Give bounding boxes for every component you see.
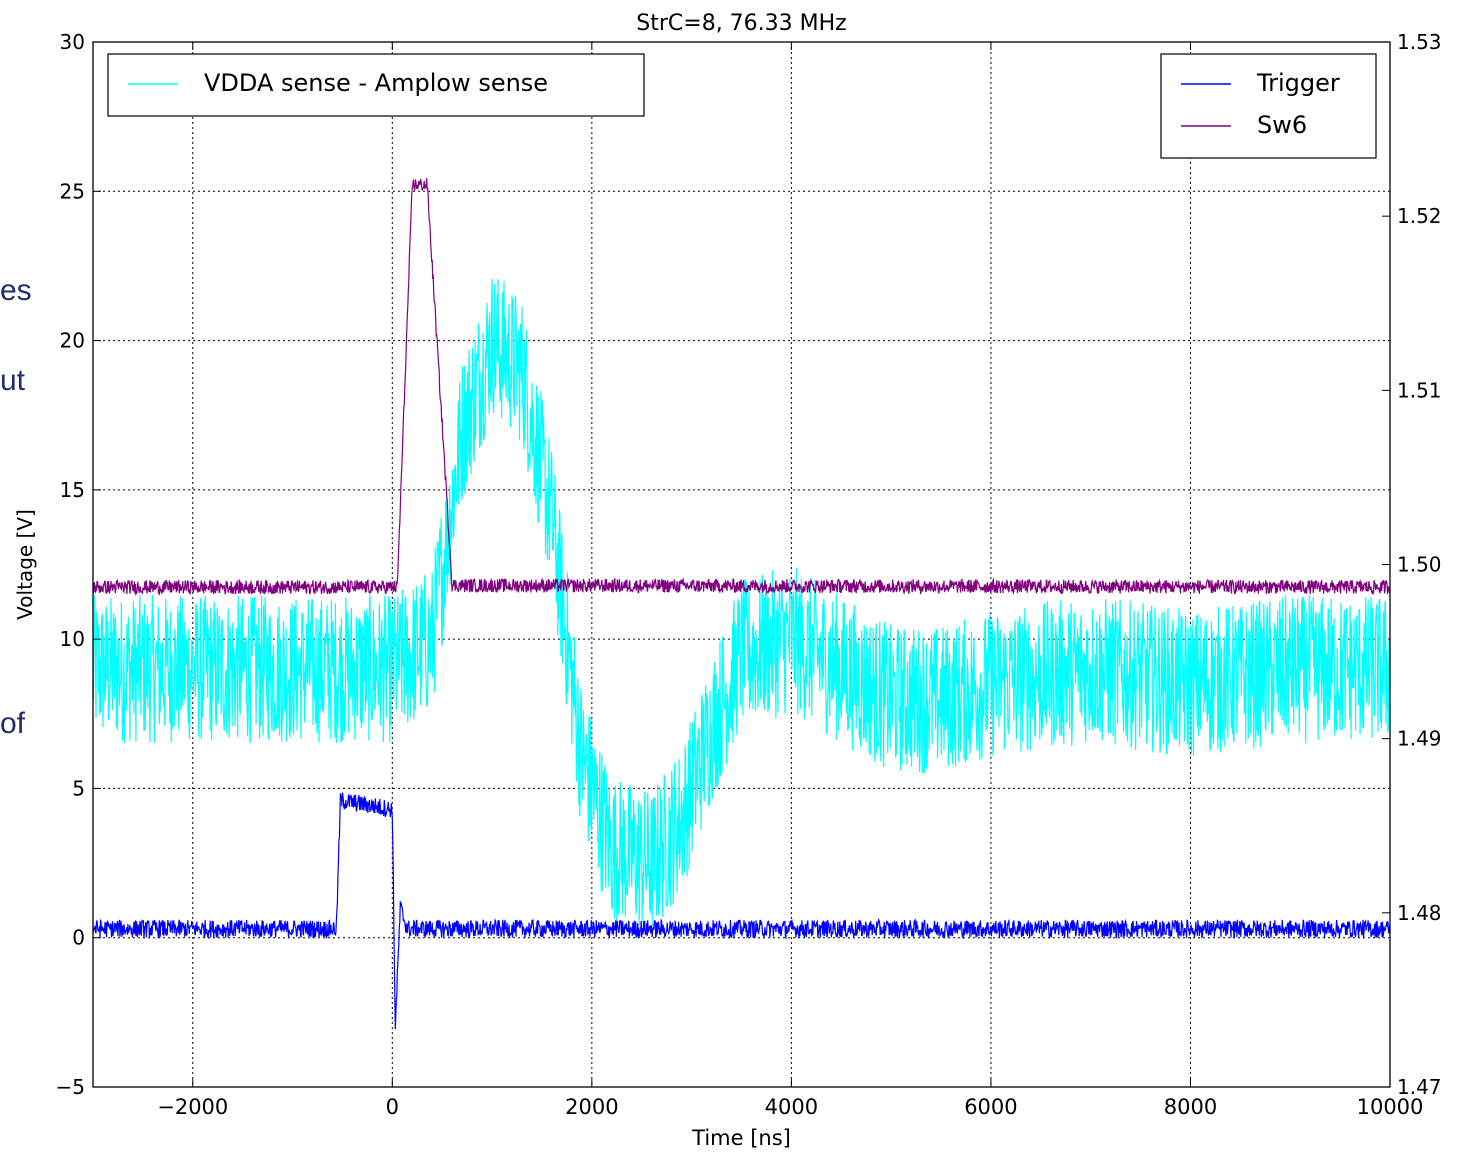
- series-line-vdda-sense-amplow-sense: [92, 278, 1391, 926]
- x-tick-label: −2000: [157, 1095, 228, 1119]
- legend-right: Trigger Sw6: [1160, 53, 1377, 159]
- x-tick-label: 4000: [765, 1095, 818, 1119]
- y2-tick-label: 1.50: [1397, 553, 1442, 577]
- y2-tick-label: 1.52: [1397, 204, 1442, 228]
- legend-box: [107, 53, 645, 117]
- y-tick-label: 10: [60, 627, 85, 651]
- cropped-text-fragment-2: ut: [0, 364, 26, 397]
- x-tick-label: 8000: [1164, 1095, 1217, 1119]
- y-tick-label: −5: [56, 1075, 85, 1099]
- y2-tick-label: 1.53: [1397, 30, 1442, 54]
- series-line-sw6: [92, 177, 1391, 597]
- legend-entry-label: VDDA sense - Amplow sense: [204, 69, 548, 97]
- y-tick-label: 25: [60, 179, 85, 203]
- y2-tick-label: 1.51: [1397, 378, 1442, 402]
- chart-title: StrC=8, 76.33 MHz: [636, 11, 846, 36]
- y2-tick-label: 1.48: [1397, 901, 1442, 925]
- legend-entry-label: Trigger: [1256, 69, 1340, 97]
- x-tick-label: 6000: [964, 1095, 1017, 1119]
- y-axis-label: Voltage [V]: [13, 509, 37, 620]
- series-line-trigger: [92, 792, 1391, 1030]
- cropped-text-fragment-1: es: [0, 274, 32, 307]
- y-tick-label: 5: [72, 776, 85, 800]
- legend-box: [1160, 53, 1377, 159]
- y-tick-label: 20: [60, 329, 85, 353]
- x-tick-label: 0: [386, 1095, 399, 1119]
- y2-tick-label: 1.49: [1397, 727, 1442, 751]
- y-tick-label: 30: [60, 30, 85, 54]
- x-axis-label: Time [ns]: [691, 1126, 791, 1150]
- y2-tick-label: 1.47: [1397, 1075, 1442, 1099]
- series-layer: [92, 177, 1391, 1030]
- x-tick-label: 10000: [1357, 1095, 1424, 1119]
- x-tick-label: 2000: [565, 1095, 618, 1119]
- y-tick-label: 15: [60, 478, 85, 502]
- axis-ticks: −2000 0 2000 4000 6000 8000 10000 −5 0 5 10 15 20 25 3…: [56, 30, 1442, 1119]
- cropped-text-fragment-3: of: [0, 707, 26, 740]
- legend-entry-label: Sw6: [1257, 111, 1307, 139]
- legend-left: VDDA sense - Amplow sense: [107, 53, 645, 117]
- y-tick-label: 0: [72, 926, 85, 950]
